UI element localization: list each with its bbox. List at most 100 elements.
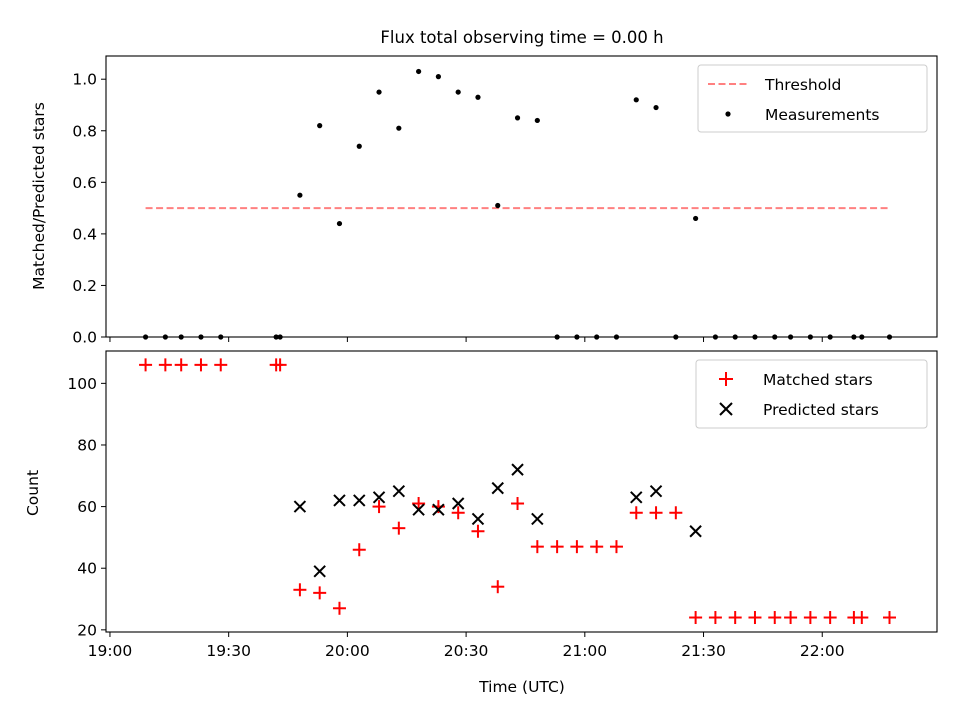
predicted-star-marker <box>432 503 445 516</box>
x-tick-label: 22:00 <box>800 642 845 660</box>
x-tick-label: 19:30 <box>206 642 251 660</box>
matched-star-marker <box>194 358 208 372</box>
top-legend-box <box>697 64 928 133</box>
top-y-tick-label: 0.8 <box>72 122 97 140</box>
x-axis-label: Time (UTC) <box>478 678 565 696</box>
measurement-point <box>475 94 481 100</box>
bottom-y-tick-label: 40 <box>77 560 97 578</box>
bottom-y-tick-label: 100 <box>67 375 97 393</box>
predicted-star-marker <box>412 503 425 516</box>
matched-star-marker <box>590 540 604 554</box>
matched-star-marker <box>293 583 307 597</box>
matched-star-marker <box>803 611 817 625</box>
matched-star-marker <box>708 611 722 625</box>
measurement-point <box>534 117 540 124</box>
matched-star-marker <box>273 358 287 372</box>
predicted-star-marker <box>353 494 366 507</box>
predicted-star-marker <box>372 491 386 504</box>
predicted-star-marker <box>333 494 346 507</box>
matched-star-marker <box>530 540 544 554</box>
measurement-point <box>633 97 639 103</box>
measurement-point <box>693 215 699 222</box>
matched-star-marker <box>313 586 327 600</box>
measurement-point <box>336 220 343 227</box>
top-y-tick-label: 0.2 <box>72 277 97 295</box>
chart-title: Flux total observing time = 0.00 h <box>380 28 663 47</box>
matched-star-marker <box>784 611 798 625</box>
measurement-point <box>514 115 521 121</box>
measurement-point <box>653 104 659 111</box>
matched-star-marker <box>392 521 406 535</box>
matched-star-marker <box>570 540 584 554</box>
matched-star-marker <box>550 540 564 554</box>
predicted-star-marker <box>630 491 643 504</box>
measurement-point <box>376 89 382 95</box>
matched-star-marker <box>214 358 228 372</box>
measurement-point <box>297 192 303 198</box>
predicted-star-marker <box>471 512 485 526</box>
measurement-point <box>356 143 362 149</box>
matched-star-marker <box>412 497 426 511</box>
measurement-point <box>396 125 402 131</box>
legend-matched-label: Matched stars <box>763 371 873 389</box>
predicted-star-marker <box>689 525 702 538</box>
x-tick-label: 20:30 <box>444 642 489 660</box>
top-legend: Threshold Measurements <box>697 64 928 133</box>
measurement-point <box>495 202 501 209</box>
matched-star-marker <box>139 358 153 372</box>
measurement-point <box>435 74 441 80</box>
bottom-legend: Matched stars Predicted stars <box>695 359 928 429</box>
legend-matched-swatch <box>719 372 733 386</box>
bottom-y-tick-label: 60 <box>77 498 97 516</box>
matched-star-marker <box>669 506 683 520</box>
matched-star-marker <box>728 611 742 625</box>
legend-predicted-label: Predicted stars <box>763 401 879 419</box>
top-plot: 0.0 0.2 0.4 0.6 0.8 1.0 <box>72 68 893 347</box>
matched-star-marker <box>768 611 782 625</box>
matched-star-marker <box>609 540 623 554</box>
matched-star-marker <box>471 524 485 538</box>
matched-star-marker <box>372 500 386 514</box>
top-axes-frame <box>105 55 938 338</box>
x-tick-label: 21:30 <box>681 642 726 660</box>
predicted-star-marker <box>392 484 406 498</box>
bottom-axes-frame <box>105 350 938 633</box>
top-y-tick-label: 1.0 <box>72 71 97 89</box>
bottom-y-tick-label: 20 <box>77 621 97 639</box>
predicted-star-marker <box>649 484 663 498</box>
matched-star-marker <box>823 611 837 625</box>
matched-star-marker <box>491 580 505 594</box>
matched-star-marker <box>855 611 869 625</box>
matched-star-marker <box>649 506 663 520</box>
x-tick-label: 20:00 <box>325 642 370 660</box>
legend-measurements-label: Measurements <box>765 106 880 124</box>
matched-star-marker <box>748 611 762 625</box>
top-y-tick-label: 0.6 <box>72 174 97 192</box>
legend-threshold-label: Threshold <box>764 76 841 94</box>
matched-star-marker <box>689 611 703 625</box>
measurement-point <box>317 123 323 129</box>
bottom-y-axis-label: Count <box>24 470 42 516</box>
x-tick-label: 19:00 <box>88 642 133 660</box>
measurement-point <box>416 68 422 75</box>
matched-star-marker <box>332 601 346 615</box>
predicted-star-marker <box>451 497 465 510</box>
bottom-legend-box <box>695 359 928 429</box>
top-y-tick-label: 0.4 <box>72 225 97 243</box>
top-y-tick-label: 0.0 <box>72 329 97 347</box>
predicted-star-marker <box>293 500 307 513</box>
matched-star-marker <box>174 358 188 372</box>
bottom-plot: 19:00 19:30 20:00 20:30 21:00 21:30 22:00 20 40 6… <box>67 358 897 660</box>
matched-star-marker <box>883 611 897 625</box>
top-y-axis-label: Matched/Predicted stars <box>30 102 48 290</box>
legend-measurements-swatch <box>725 111 731 117</box>
matched-star-marker <box>451 506 465 520</box>
predicted-star-marker <box>531 512 544 526</box>
legend-predicted-swatch <box>719 402 733 416</box>
matched-star-marker <box>352 543 366 557</box>
measurement-point <box>455 89 461 95</box>
matched-star-marker <box>158 358 172 372</box>
matched-star-marker <box>511 497 525 511</box>
x-tick-label: 21:00 <box>562 642 607 660</box>
